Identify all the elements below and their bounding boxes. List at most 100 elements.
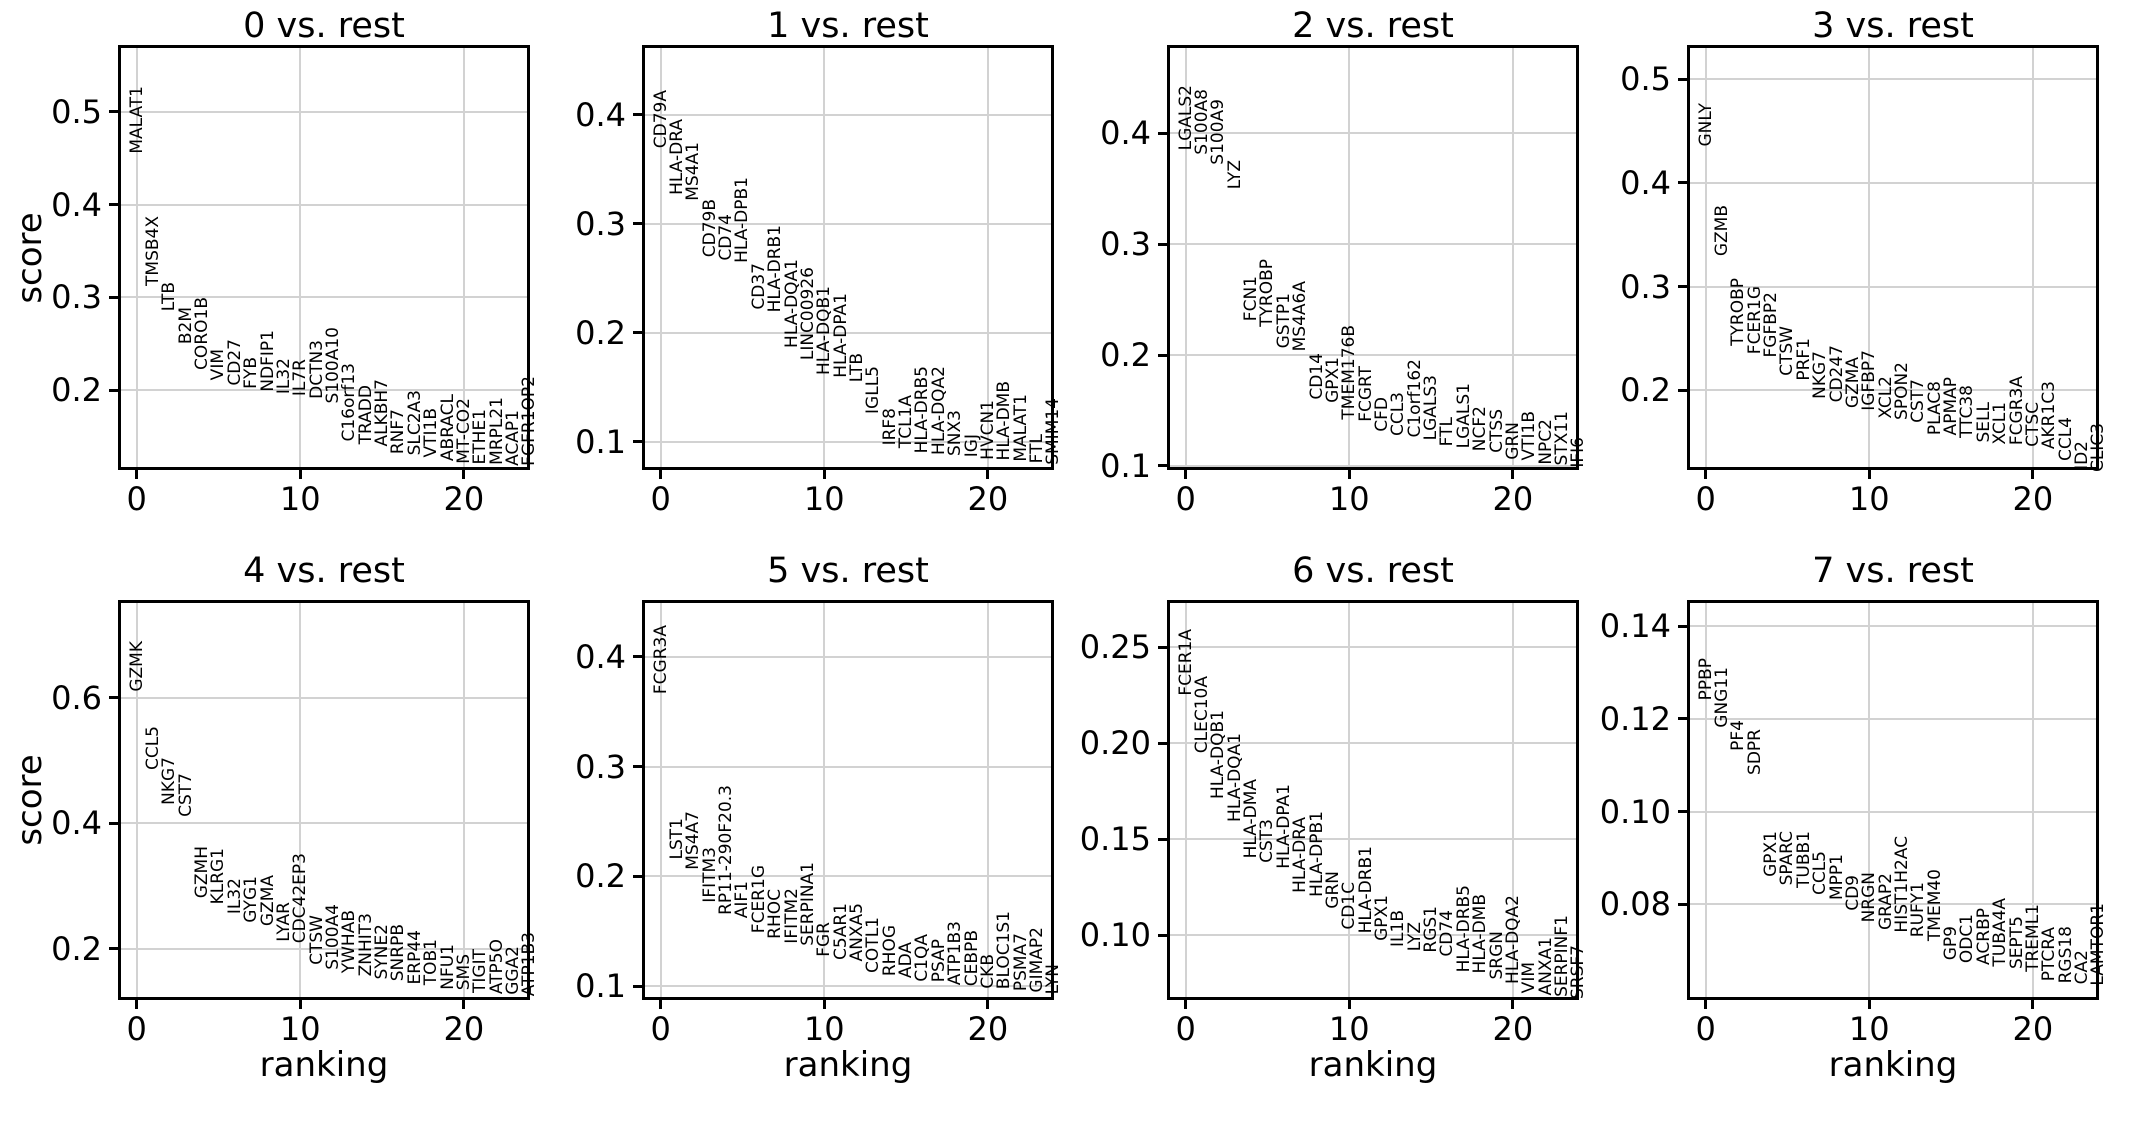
gene-label: SDPR [1744,728,1765,775]
x-tick-mark [1704,1000,1708,1009]
x-tick-mark [822,470,826,479]
x-gridline [1704,48,1707,467]
x-gridline [659,48,662,467]
y-tick-mark [1158,242,1167,246]
y-tick-label: 0.4 [575,95,626,134]
axes-subplot-7: PPBP GNG11 PF4 SDPR GPX1 SPARC TUBB1 CCL5 MPP1 CD… [1678,600,2108,1009]
x-tick-mark [659,1000,663,1009]
x-tick-mark [1347,470,1351,479]
y-tick-mark [633,222,642,226]
axes-subplot-2: LGALS2 S100A8 S100A9 LYZ FCN1 TYROBP GSTP1 MS4A… [1158,45,1588,479]
axes-subplot-1: CD79A HLA-DRA MS4A1 CD79B CD74 HLA-DPB1 CD37 HL… [633,45,1063,479]
y-tick-label: 0.5 [51,92,102,131]
y-tick-mark [1678,902,1687,906]
y-gridline [121,203,527,206]
y-tick-mark [109,388,118,392]
x-tick-label: 10 [803,480,845,518]
y-tick-label: 0.4 [51,804,102,843]
x-tick-label: 0 [126,1010,147,1048]
gene-label: LYZ [1224,159,1245,189]
y-tick-label: 0.15 [1079,820,1151,859]
y-gridline [1690,181,2096,184]
y-gridline [1170,132,1576,135]
y-tick-label: 0.2 [51,929,102,968]
gene-label: CLIC3 [2088,423,2109,473]
x-tick-label: 20 [443,480,485,518]
x-tick-label: 20 [443,1010,485,1048]
gene-label: IGLL5 [863,365,884,414]
x-tick-mark [298,1000,302,1009]
y-tick-mark [109,295,118,299]
axes-subplot-0: MALAT1 TMSB4X LTB B2M CORO1B VIM CD27 FYB NDFIP1… [109,45,539,479]
y-tick-mark [109,203,118,207]
y-tick-label: 0.2 [1620,371,1671,410]
x-gridline [823,48,826,467]
x-gridline [135,48,138,467]
y-tick-mark [1158,933,1167,937]
y-tick-mark [1678,77,1687,81]
subplot-title-1: 1 vs. rest [767,6,929,46]
gene-label: CST7 [175,773,196,817]
gene-label: FCGR3A [650,625,671,695]
y-tick-label: 0.14 [1599,607,1671,646]
y-tick-mark [1158,837,1167,841]
y-gridline [1690,903,2096,906]
gene-label: MS4A1 [683,142,704,201]
x-gridline [2031,48,2034,467]
y-gridline [645,222,1051,225]
subplot-title-6: 6 vs. rest [1292,551,1454,591]
x-gridline [299,48,302,467]
y-gridline [1170,243,1576,246]
gene-label: MALAT1 [126,86,147,154]
x-gridline [1511,48,1514,467]
x-axis-label-col-4: ranking [1828,1045,1958,1085]
y-tick-mark [633,331,642,335]
x-gridline [135,603,138,997]
y-tick-mark [1678,810,1687,814]
subplot-title-3: 3 vs. rest [1812,6,1974,46]
x-tick-label: 10 [803,1010,845,1048]
y-gridline [1690,625,2096,628]
y-tick-label: 0.3 [575,747,626,786]
y-tick-label: 0.5 [1620,60,1671,99]
x-gridline [1868,603,1871,997]
x-tick-label: 0 [1695,1010,1716,1048]
y-tick-mark [1158,131,1167,135]
x-gridline [1348,48,1351,467]
y-tick-label: 0.2 [51,371,102,410]
gene-label: SRSF7 [1568,944,1589,999]
gene-label: LYN [1043,964,1064,995]
x-tick-mark [822,1000,826,1009]
y-gridline [1170,838,1576,841]
y-tick-label: 0.2 [575,857,626,896]
y-tick-mark [1678,181,1687,185]
y-tick-label: 0.1 [1100,446,1151,485]
gene-label: TMSB4X [143,216,164,287]
y-gridline [645,440,1051,443]
x-tick-mark [1347,1000,1351,1009]
y-tick-label: 0.4 [575,637,626,676]
y-tick-mark [109,947,118,951]
y-gridline [645,985,1051,988]
x-gridline [1184,603,1187,997]
x-axis-label-col-1: ranking [259,1045,389,1085]
x-gridline [462,48,465,467]
y-gridline [121,822,527,825]
axes-subplot-3: GNLY GZMB TYROBP FCER1G FGFBP2 CTSW PRF1 NKG7 CD… [1678,45,2108,479]
subplot-title-7: 7 vs. rest [1812,551,1974,591]
x-tick-label: 20 [1492,1010,1534,1048]
y-tick-mark [109,696,118,700]
x-tick-label: 10 [1328,1010,1370,1048]
gene-label: MS4A6A [1290,281,1311,352]
gene-label: GZMB [1712,205,1733,257]
x-tick-mark [1184,470,1188,479]
x-tick-label: 20 [1492,480,1534,518]
y-gridline [1170,742,1576,745]
y-tick-mark [633,655,642,659]
y-gridline [1170,934,1576,937]
y-gridline [645,655,1051,658]
gene-label: HLA-DPB1 [732,177,753,263]
y-tick-mark [633,765,642,769]
y-tick-mark [633,113,642,117]
